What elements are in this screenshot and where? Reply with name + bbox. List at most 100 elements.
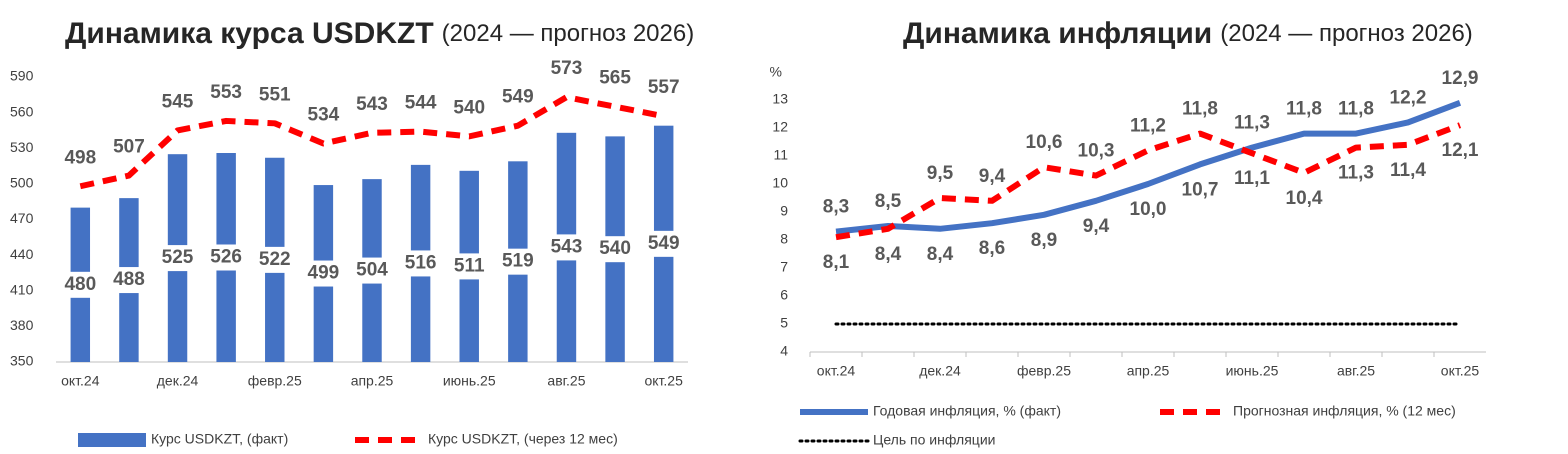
y-tick-label: 5: [780, 315, 788, 331]
data-label: 9,5: [927, 163, 954, 184]
x-tick-label: авг.25: [547, 373, 585, 389]
data-label: 8,1: [823, 252, 850, 273]
legend-swatch: [78, 433, 146, 447]
line: [79, 94, 665, 190]
data-label-bg: [299, 260, 348, 287]
y-tick-label: 560: [10, 103, 34, 119]
data-label: 480: [64, 274, 96, 295]
data-label: 10,3: [1078, 141, 1115, 162]
data-label: 504: [356, 260, 388, 281]
data-label: 498: [64, 147, 96, 168]
data-label-bg: [542, 234, 591, 261]
data-label: 526: [210, 247, 242, 268]
y-tick-label: 350: [10, 353, 34, 369]
line: [835, 99, 1462, 235]
legend-label: Курс USDKZT, (факт): [151, 431, 288, 447]
x-tick-label: апр.25: [351, 373, 394, 389]
y-tick-label: 410: [10, 281, 34, 297]
y-tick-label: 440: [10, 246, 34, 262]
data-label-bg: [639, 230, 688, 257]
subtitle: (2024 — прогноз 2026): [1220, 20, 1473, 47]
y-tick-label: 6: [780, 287, 788, 303]
y-tick-label: 500: [10, 175, 34, 191]
y-tick-label: 12: [772, 119, 788, 135]
data-label: 8,5: [875, 191, 902, 212]
data-label-bg: [445, 253, 494, 280]
data-label: 11,8: [1338, 99, 1374, 120]
data-label-bg: [348, 257, 396, 284]
data-label: 543: [551, 236, 583, 257]
data-label: 11,3: [1234, 113, 1270, 134]
data-label: 10,7: [1182, 179, 1219, 200]
data-label: 11,2: [1130, 115, 1166, 136]
data-label: 8,6: [979, 238, 1005, 259]
x-tick-label: авг.25: [1337, 363, 1375, 379]
data-label: 8,3: [823, 197, 849, 218]
data-label: 10,6: [1026, 132, 1063, 153]
data-label: 549: [502, 87, 534, 108]
chart-title: Динамика инфляции (2024 — прогноз 2026): [903, 17, 1473, 50]
data-label: 10,4: [1286, 188, 1323, 209]
data-label: 551: [259, 84, 291, 105]
data-label: 565: [599, 68, 631, 89]
data-label: 11,3: [1338, 163, 1374, 184]
x-tick-label: окт.24: [817, 363, 856, 379]
data-label: 8,4: [927, 244, 954, 265]
data-label-bg: [202, 244, 251, 271]
y-tick-label: 470: [10, 210, 34, 226]
data-label: 540: [453, 97, 485, 118]
data-label: 511: [454, 255, 485, 276]
title: Динамика курса USDKZT: [65, 17, 434, 50]
x-tick-label: февр.25: [1017, 363, 1071, 379]
data-label: 534: [308, 105, 340, 126]
data-label-bg: [56, 271, 105, 298]
data-label: 9,4: [979, 166, 1006, 187]
x-tick-label: окт.24: [61, 373, 100, 389]
data-label: 507: [113, 137, 145, 158]
x-tick-label: дек.24: [157, 373, 199, 389]
y-tick-label: 8: [780, 231, 788, 247]
y-tick-label: 9: [780, 203, 788, 219]
data-label: 525: [162, 247, 194, 268]
data-label: 553: [210, 82, 242, 103]
x-tick-label: июнь.25: [1226, 363, 1279, 379]
data-label: 12,2: [1390, 87, 1427, 108]
y-tick-label: 4: [780, 343, 788, 359]
line: [835, 122, 1462, 241]
x-tick-label: февр.25: [248, 373, 302, 389]
x-tick-label: апр.25: [1127, 363, 1170, 379]
y-tick-label: 530: [10, 139, 34, 155]
data-label: 522: [259, 249, 291, 270]
x-tick-label: окт.25: [644, 373, 683, 389]
data-label: 545: [162, 91, 194, 112]
data-label: 544: [405, 93, 437, 114]
data-label: 499: [308, 263, 340, 284]
data-label: 11,4: [1390, 160, 1426, 181]
data-label: 9,4: [1083, 216, 1110, 237]
legend-label: Годовая инфляция, % (факт): [873, 403, 1061, 419]
x-tick-label: окт.25: [1441, 363, 1480, 379]
data-label: 8,9: [1031, 230, 1057, 251]
chart-title: Динамика курса USDKZT (2024 — прогноз 202…: [65, 17, 694, 50]
y-tick-label: 380: [10, 317, 34, 333]
data-label: 12,9: [1442, 68, 1479, 89]
legend-label: Прогнозная инфляция, % (12 мес): [1233, 403, 1456, 419]
x-tick-label: дек.24: [919, 363, 961, 379]
y-axis-label: %: [770, 64, 782, 80]
data-label-bg: [591, 236, 640, 263]
data-label-bg: [396, 250, 445, 277]
data-label-bg: [153, 245, 202, 272]
subtitle: (2024 — прогноз 2026): [442, 20, 695, 47]
y-tick-label: 11: [773, 147, 788, 163]
x-tick-label: июнь.25: [443, 373, 496, 389]
data-label: 519: [502, 251, 534, 272]
y-tick-label: 7: [780, 259, 788, 275]
data-label: 12,1: [1442, 140, 1479, 161]
y-tick-label: 590: [10, 68, 34, 84]
data-label-bg: [104, 267, 153, 294]
y-tick-label: 13: [772, 91, 788, 107]
legend-label: Курс USDKZT, (через 12 мес): [428, 431, 618, 447]
data-label: 11,8: [1286, 99, 1322, 120]
data-label-bg: [250, 246, 299, 273]
